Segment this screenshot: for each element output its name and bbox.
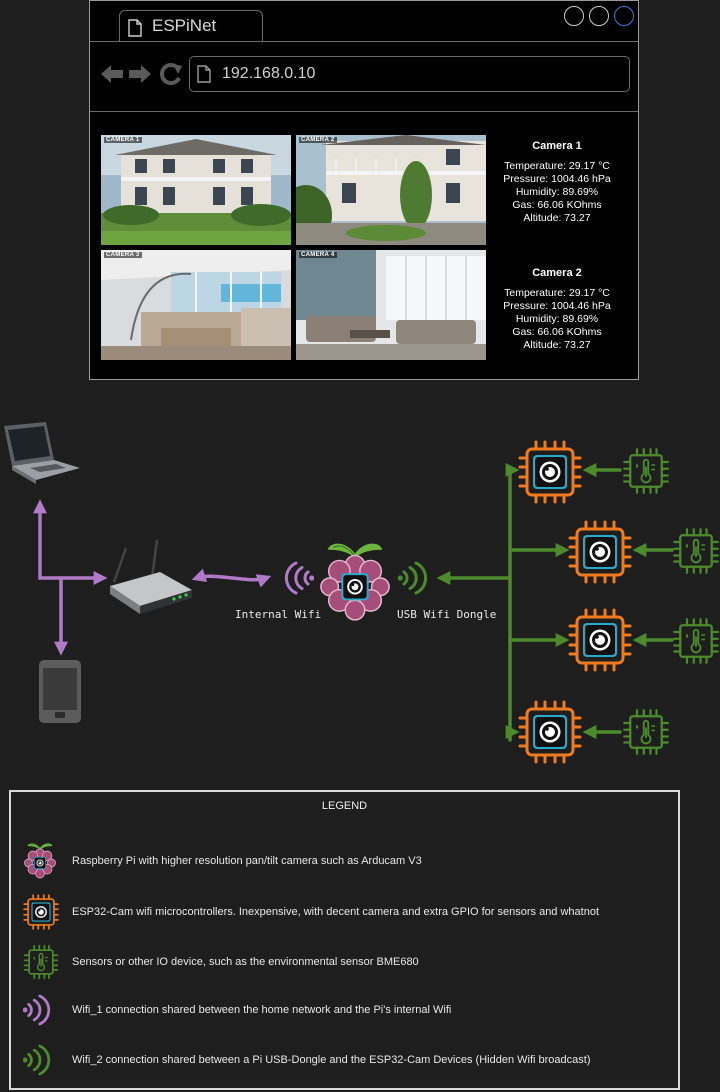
link-router-pi: [191, 568, 272, 588]
maximize-button[interactable]: [589, 6, 609, 26]
sensor-chip-icon: [673, 528, 719, 574]
humidity-reading: Humidity: 89.69%: [515, 186, 599, 198]
gas-reading: Gas: 66.06 KOhms: [512, 199, 602, 211]
raspberry-pi-icon: [24, 842, 56, 879]
camera-label: CAMERA 3: [104, 252, 142, 258]
wifi-green-icon: [23, 1044, 51, 1076]
sensor-chip-icon: [673, 618, 719, 664]
temperature-reading: Temperature: 29.17 °C: [504, 160, 610, 172]
wifi-purple-icon: [284, 561, 314, 595]
usb-dongle-label: USB Wifi Dongle: [397, 608, 497, 621]
tab-divider: [90, 41, 638, 42]
sensor-chip-icon: [623, 709, 669, 755]
legend-item-text: Wifi_1 connection shared between the hom…: [72, 1004, 452, 1016]
camera-feed-1[interactable]: CAMERA 1: [101, 135, 291, 245]
pressure-reading: Pressure: 1004.46 hPa: [503, 173, 611, 185]
reading-title: Camera 1: [532, 140, 582, 152]
esp32-cam-icon: [518, 700, 582, 764]
wifi-green-icon: [398, 561, 428, 595]
raspberry-pi-icon: [320, 542, 390, 621]
refresh-icon[interactable]: [159, 62, 183, 86]
pressure-reading: Pressure: 1004.46 hPa: [503, 300, 611, 312]
camera-label: CAMERA 4: [299, 252, 337, 258]
page-icon: [128, 19, 142, 37]
router-icon: [110, 539, 192, 614]
esp32-cam-icon: [568, 520, 632, 584]
camera-label: CAMERA 1: [104, 137, 142, 143]
temperature-reading: Temperature: 29.17 °C: [504, 287, 610, 299]
tab-title: ESPiNet: [152, 16, 217, 35]
address-bar[interactable]: 192.168.0.10: [189, 56, 630, 92]
gas-reading: Gas: 66.06 KOhms: [512, 326, 602, 338]
legend-item-text: Raspberry Pi with higher resolution pan/…: [72, 855, 422, 867]
laptop-icon: [4, 422, 80, 484]
altitude-reading: Altitude: 73.27: [523, 339, 591, 351]
close-button[interactable]: [614, 6, 634, 26]
internal-wifi-label: Internal Wifi: [235, 608, 322, 621]
address-text: 192.168.0.10: [222, 65, 316, 82]
esp32-cam-icon: [518, 440, 582, 504]
phone-icon: [39, 660, 81, 723]
altitude-reading: Altitude: 73.27: [523, 212, 591, 224]
camera-1-readings: Camera 1 Temperature: 29.17 °C Pressure:…: [487, 140, 627, 225]
forward-icon[interactable]: [128, 63, 152, 85]
toolbar-divider: [90, 111, 638, 112]
esp32-cam-icon: [568, 608, 632, 672]
camera-label: CAMERA 2: [299, 137, 337, 143]
page-icon: [197, 65, 211, 83]
legend-title: LEGEND: [321, 800, 368, 812]
browser-tab[interactable]: ESPiNet: [119, 10, 263, 42]
legend-item-text: ESP32-Cam wifi microcontrollers. Inexpen…: [72, 906, 600, 918]
browser-window: ESPiNet 192.168.0.10: [89, 0, 639, 380]
link-laptop-router: [33, 499, 108, 585]
esp32-cam-icon: [23, 894, 59, 930]
camera-feed-4[interactable]: CAMERA 4: [296, 250, 486, 360]
legend: LEGEND Raspberry Pi with higher resoluti…: [9, 790, 680, 1090]
sensor-chip-icon: [623, 448, 669, 494]
camera-feed-3[interactable]: CAMERA 3: [101, 250, 291, 360]
minimize-button[interactable]: [564, 6, 584, 26]
back-icon[interactable]: [100, 63, 124, 85]
camera-feed-2[interactable]: CAMERA 2: [296, 135, 486, 245]
sensor-chip-icon: [23, 944, 59, 980]
camera-2-readings: Camera 2 Temperature: 29.17 °C Pressure:…: [487, 267, 627, 352]
legend-item-text: Wifi_2 connection shared between a Pi US…: [72, 1054, 591, 1066]
legend-item-text: Sensors or other IO device, such as the …: [72, 956, 419, 968]
reading-title: Camera 2: [532, 267, 582, 279]
network-diagram: [4, 422, 719, 764]
humidity-reading: Humidity: 89.69%: [515, 313, 599, 325]
wifi-purple-icon: [23, 994, 51, 1026]
